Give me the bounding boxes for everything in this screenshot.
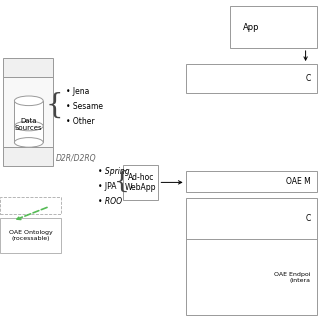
Bar (0, 218, 61, 253)
Text: C: C (305, 214, 310, 223)
Text: • Jena: • Jena (66, 87, 89, 96)
Bar (186, 64, 317, 93)
Text: • Other: • Other (66, 117, 94, 126)
Text: Ad-hoc
WebApp: Ad-hoc WebApp (125, 173, 156, 192)
Text: • JPA: • JPA (98, 182, 116, 191)
Ellipse shape (14, 121, 43, 131)
Ellipse shape (14, 96, 43, 106)
Bar (3, 58, 53, 77)
Polygon shape (14, 101, 43, 142)
Text: {: { (45, 92, 63, 119)
Text: C: C (305, 74, 310, 83)
Text: • ROO: • ROO (98, 197, 122, 206)
Text: D2R/D2RQ: D2R/D2RQ (56, 154, 97, 163)
Text: • Sesame: • Sesame (66, 102, 103, 111)
Text: OAE Endpoi
(intera: OAE Endpoi (intera (274, 272, 310, 283)
Text: App: App (243, 23, 260, 32)
Bar (3, 77, 53, 147)
Text: OAE M: OAE M (286, 177, 310, 186)
Bar (186, 198, 317, 315)
Text: {: { (114, 170, 130, 193)
Bar (0, 197, 61, 214)
Bar (123, 165, 158, 200)
Text: • Spring: • Spring (98, 167, 129, 176)
Bar (186, 171, 317, 192)
Bar (3, 147, 53, 166)
Text: OAE Ontology
(rocessable): OAE Ontology (rocessable) (9, 230, 52, 241)
Text: Data
Sources: Data Sources (15, 118, 43, 131)
Ellipse shape (14, 138, 43, 147)
Bar (230, 6, 317, 48)
